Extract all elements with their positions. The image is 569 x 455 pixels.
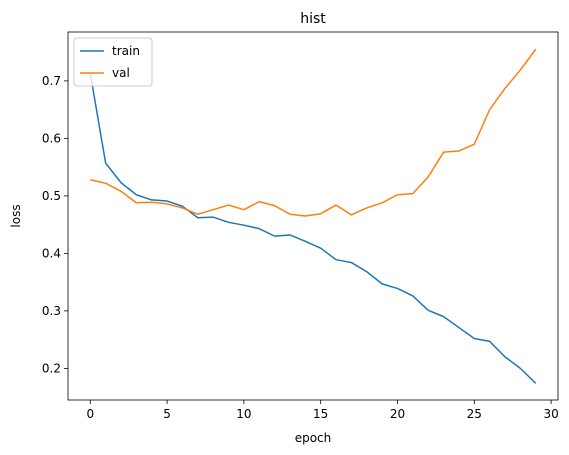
x-axis-label: epoch [295,431,332,445]
y-tick-label: 0.3 [42,304,61,318]
y-tick-label: 0.4 [42,246,61,260]
series-line-train [89,73,537,384]
y-tick-label: 0.6 [42,131,61,145]
x-tick-label: 10 [236,407,251,421]
x-tick-label: 15 [313,407,328,421]
y-axis-ticks: 0.2 0.3 0.4 0.5 0.6 0.7 [42,74,68,375]
x-tick-label: 5 [163,407,171,421]
y-tick-label: 0.7 [42,74,61,88]
legend: train val [73,37,153,87]
series-line-val [90,48,537,217]
legend-label-val: val [112,66,130,80]
y-tick-label: 0.2 [42,361,61,375]
chart-title: hist [300,11,326,27]
x-tick-label: 30 [543,407,558,421]
x-tick-label: 20 [390,407,405,421]
x-axis-ticks: 0 5 10 15 20 25 30 [86,400,559,421]
y-tick-label: 0.5 [42,189,61,203]
y-axis-label: loss [9,204,23,227]
plot-frame [67,31,559,401]
x-tick-label: 25 [467,407,482,421]
x-tick-label: 0 [86,407,94,421]
legend-box [73,37,153,87]
legend-label-train: train [112,44,140,58]
plot-lines [89,48,537,384]
